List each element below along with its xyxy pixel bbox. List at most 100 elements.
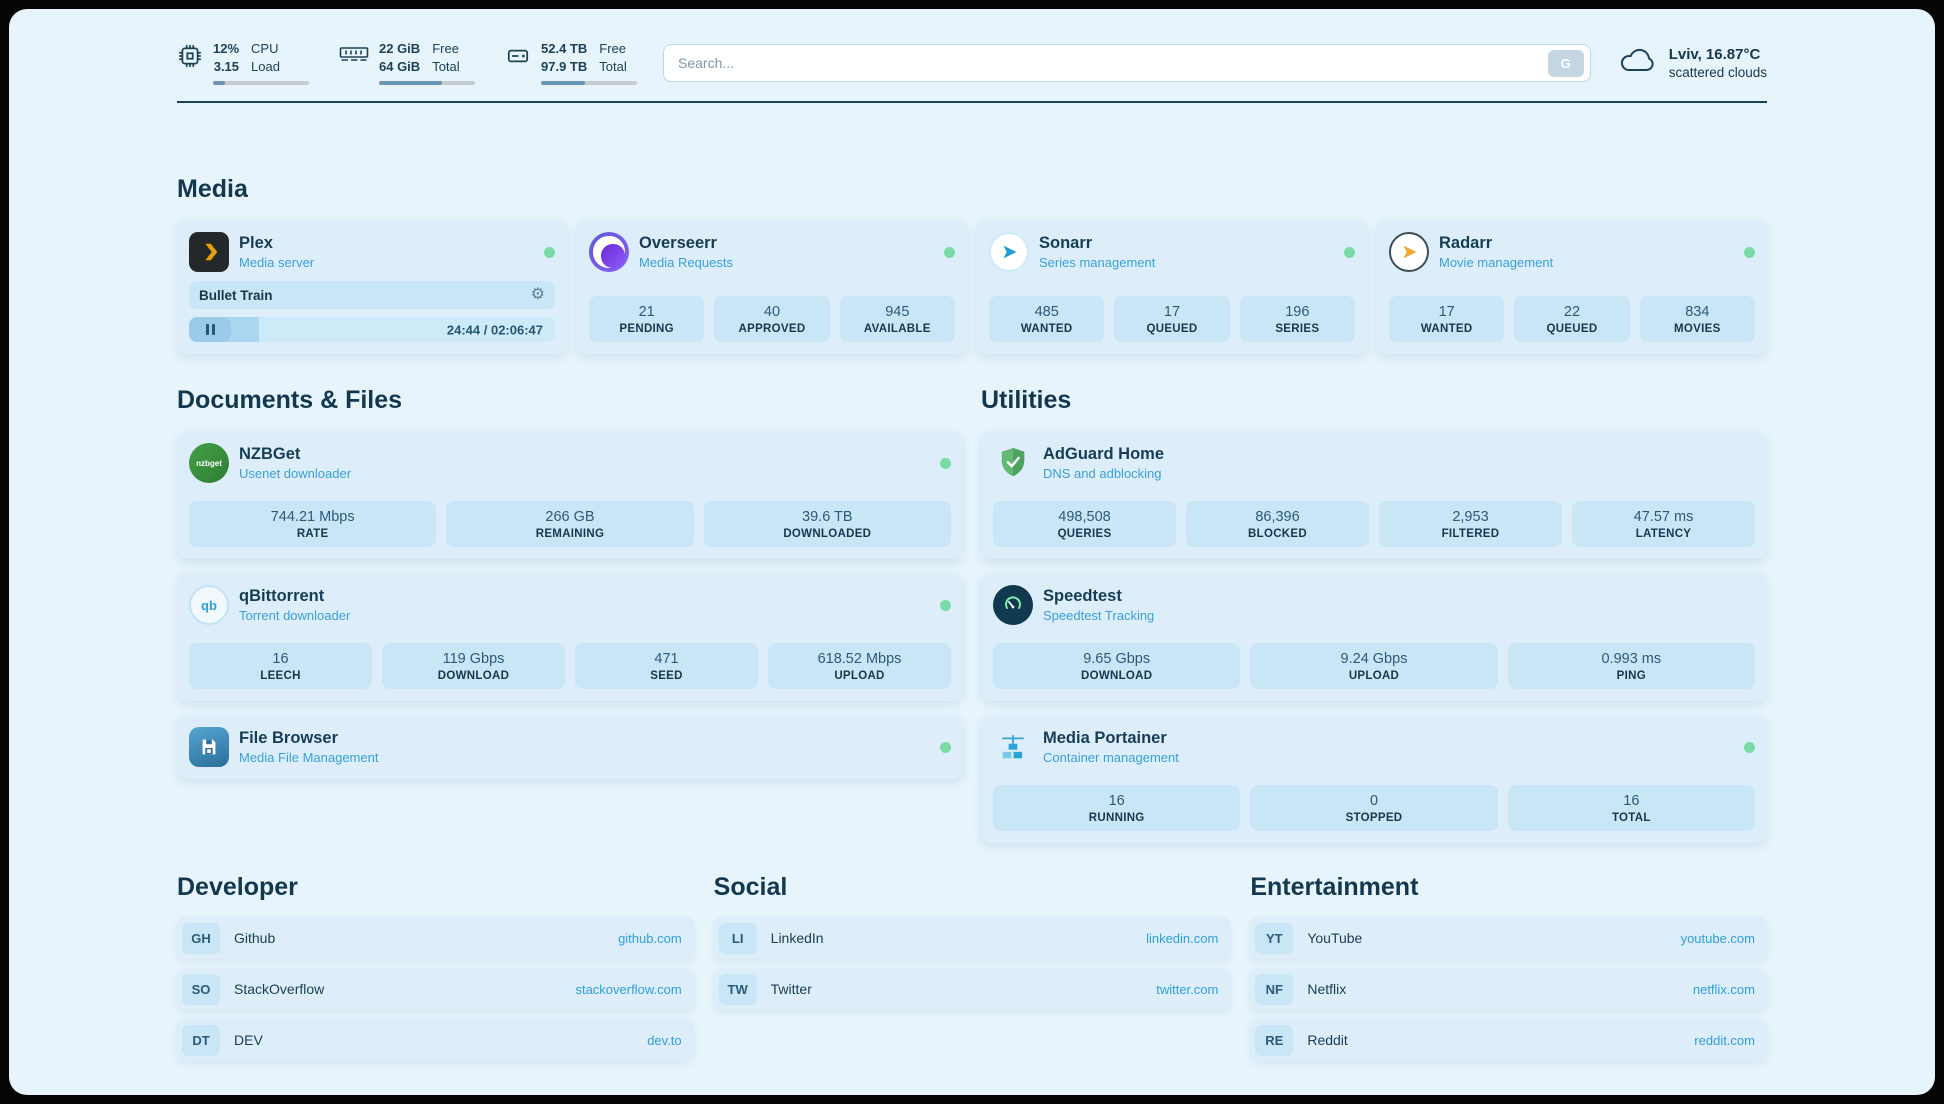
overseerr-icon: [589, 232, 629, 272]
ram-widget: 22 GiB 64 GiB Free Total: [339, 41, 475, 85]
bookmark-twitter[interactable]: TW Twitter twitter.com: [713, 968, 1231, 1010]
stat-label: MOVIES: [1674, 323, 1721, 335]
pause-icon: [211, 324, 215, 335]
bookmark-url[interactable]: youtube.com: [1680, 930, 1755, 946]
app-name: Radarr: [1439, 234, 1493, 252]
app-subtitle: Torrent downloader: [239, 608, 351, 623]
bookmark-url[interactable]: linkedin.com: [1146, 930, 1219, 946]
bookmark-url[interactable]: reddit.com: [1694, 1032, 1755, 1048]
stat-label: UPLOAD: [1348, 670, 1400, 682]
nzbget-icon: nzbget: [189, 443, 229, 483]
bookmark-stackoverflow[interactable]: SO StackOverflow stackoverflow.com: [177, 968, 694, 1010]
bookmark-abbr: TW: [718, 973, 757, 1005]
stat-label: PENDING: [619, 323, 674, 335]
pause-button[interactable]: [189, 317, 231, 342]
section-social: Social LI LinkedIn linkedin.com TW Twitt…: [713, 873, 1231, 1019]
app-card-filebrowser[interactable]: File Browser Media File Management: [177, 715, 963, 779]
status-indicator: [940, 457, 951, 469]
app-card-sonarr[interactable]: Sonarr Series management 485 WANTED 17 Q…: [977, 220, 1367, 354]
stat-value: 0: [1369, 793, 1379, 809]
bookmark-dev[interactable]: DT DEV dev.to: [177, 1019, 694, 1061]
stat-value: 744.21 Mbps: [270, 509, 355, 525]
stat-box: 2,953 FILTERED: [1379, 501, 1562, 547]
bookmark-netflix[interactable]: NF Netflix netflix.com: [1250, 968, 1767, 1010]
bookmark-url[interactable]: stackoverflow.com: [575, 981, 682, 997]
stat-value: 945: [885, 304, 910, 320]
stat-box: 945 AVAILABLE: [839, 296, 955, 342]
radarr-icon: [1389, 232, 1429, 272]
section-title-utilities: Utilities: [981, 386, 1072, 414]
qbittorrent-icon: qb: [189, 585, 229, 625]
app-subtitle: Movie management: [1439, 255, 1554, 270]
stat-value: 196: [1285, 304, 1310, 320]
stat-label: QUEUED: [1146, 323, 1198, 335]
dashboard-page: 12% 3.15 CPU Load: [9, 9, 1935, 1095]
bookmark-name: LinkedIn: [770, 930, 824, 946]
bookmark-name: DEV: [234, 1032, 263, 1048]
stat-box: 744.21 Mbps RATE: [189, 501, 437, 547]
bookmark-name: StackOverflow: [234, 981, 325, 997]
ram-progress-bar: [379, 81, 475, 85]
cpu-percent: 12%: [213, 41, 240, 56]
app-name: Sonarr: [1039, 234, 1093, 252]
settings-gear-icon[interactable]: ⚙: [530, 286, 545, 303]
app-card-radarr[interactable]: Radarr Movie management 17 WANTED 22 QUE…: [1377, 220, 1767, 354]
stat-label: WANTED: [1420, 323, 1473, 335]
stat-label: DOWNLOADED: [783, 528, 872, 540]
app-card-portainer[interactable]: Media Portainer Container management 16 …: [981, 715, 1767, 843]
stat-box: 0 STOPPED: [1250, 785, 1498, 831]
weather-location: Lviv, 16.87°C: [1668, 46, 1761, 63]
app-subtitle: Speedtest Tracking: [1043, 608, 1155, 623]
bookmark-url[interactable]: dev.to: [647, 1032, 682, 1048]
cpu-label: CPU: [251, 41, 279, 56]
section-developer: Developer GH Github github.com SO StackO…: [177, 873, 694, 1070]
stat-label: REMAINING: [535, 528, 605, 540]
app-card-speedtest[interactable]: Speedtest Speedtest Tracking 9.65 Gbps D…: [981, 573, 1767, 701]
app-card-adguard[interactable]: AdGuard Home DNS and adblocking 498,508 …: [981, 431, 1767, 559]
stat-label: AVAILABLE: [863, 323, 931, 335]
app-card-overseerr[interactable]: Overseerr Media Requests 21 PENDING 40 A…: [577, 220, 967, 354]
topbar: 12% 3.15 CPU Load: [9, 9, 1935, 85]
disk-free-label: Free: [599, 41, 626, 56]
stat-label: APPROVED: [738, 323, 806, 335]
stat-box: 22 QUEUED: [1514, 296, 1630, 342]
stat-value: 834: [1685, 304, 1710, 320]
bookmark-url[interactable]: github.com: [618, 930, 682, 946]
bookmark-reddit[interactable]: RE Reddit reddit.com: [1250, 1019, 1767, 1061]
search-go-button[interactable]: G: [1547, 49, 1584, 77]
ram-free-value: 22 GiB: [379, 41, 421, 56]
bookmark-youtube[interactable]: YT YouTube youtube.com: [1250, 917, 1767, 959]
stat-label: LATENCY: [1635, 528, 1692, 540]
stat-value: 471: [654, 651, 679, 667]
now-playing-box: Bullet Train ⚙: [189, 281, 555, 309]
bookmark-url[interactable]: netflix.com: [1692, 981, 1755, 997]
cpu-progress-fill: [213, 81, 225, 85]
status-indicator: [544, 246, 555, 258]
disk-progress-fill: [541, 81, 586, 85]
app-name: Overseerr: [639, 234, 717, 252]
stat-label: UPLOAD: [834, 670, 885, 682]
plex-icon: [189, 232, 229, 272]
stat-label: DOWNLOAD: [437, 670, 510, 682]
bookmark-url[interactable]: twitter.com: [1156, 981, 1219, 997]
app-card-nzbget[interactable]: nzbget NZBGet Usenet downloader 744.21 M…: [177, 431, 963, 559]
disk-widget: 52.4 TB 97.9 TB Free Total: [505, 41, 637, 85]
ram-free-label: Free: [432, 41, 459, 56]
stat-value: 2,953: [1452, 509, 1489, 525]
bookmark-linkedin[interactable]: LI LinkedIn linkedin.com: [713, 917, 1231, 959]
stat-box: 16 RUNNING: [993, 785, 1241, 831]
section-title-social: Social: [713, 873, 788, 901]
stat-value: 47.57 ms: [1633, 509, 1694, 525]
app-subtitle: Usenet downloader: [239, 466, 352, 481]
section-documents: Documents & Files nzbget NZBGet Usenet d…: [177, 386, 963, 779]
playback-progress-bar[interactable]: 24:44 / 02:06:47: [189, 317, 555, 342]
stat-box: 0.993 ms PING: [1507, 643, 1755, 689]
stat-label: PING: [1616, 670, 1646, 682]
stat-box: 9.24 Gbps UPLOAD: [1250, 643, 1498, 689]
bookmark-github[interactable]: GH Github github.com: [177, 917, 694, 959]
search-input[interactable]: [678, 55, 1548, 71]
app-card-plex[interactable]: Plex Media server Bullet Train ⚙: [177, 220, 567, 354]
app-card-qbittorrent[interactable]: qb qBittorrent Torrent downloader 16 LEE…: [177, 573, 963, 701]
stat-value: 16: [1108, 793, 1125, 809]
stat-box: 17 WANTED: [1389, 296, 1505, 342]
